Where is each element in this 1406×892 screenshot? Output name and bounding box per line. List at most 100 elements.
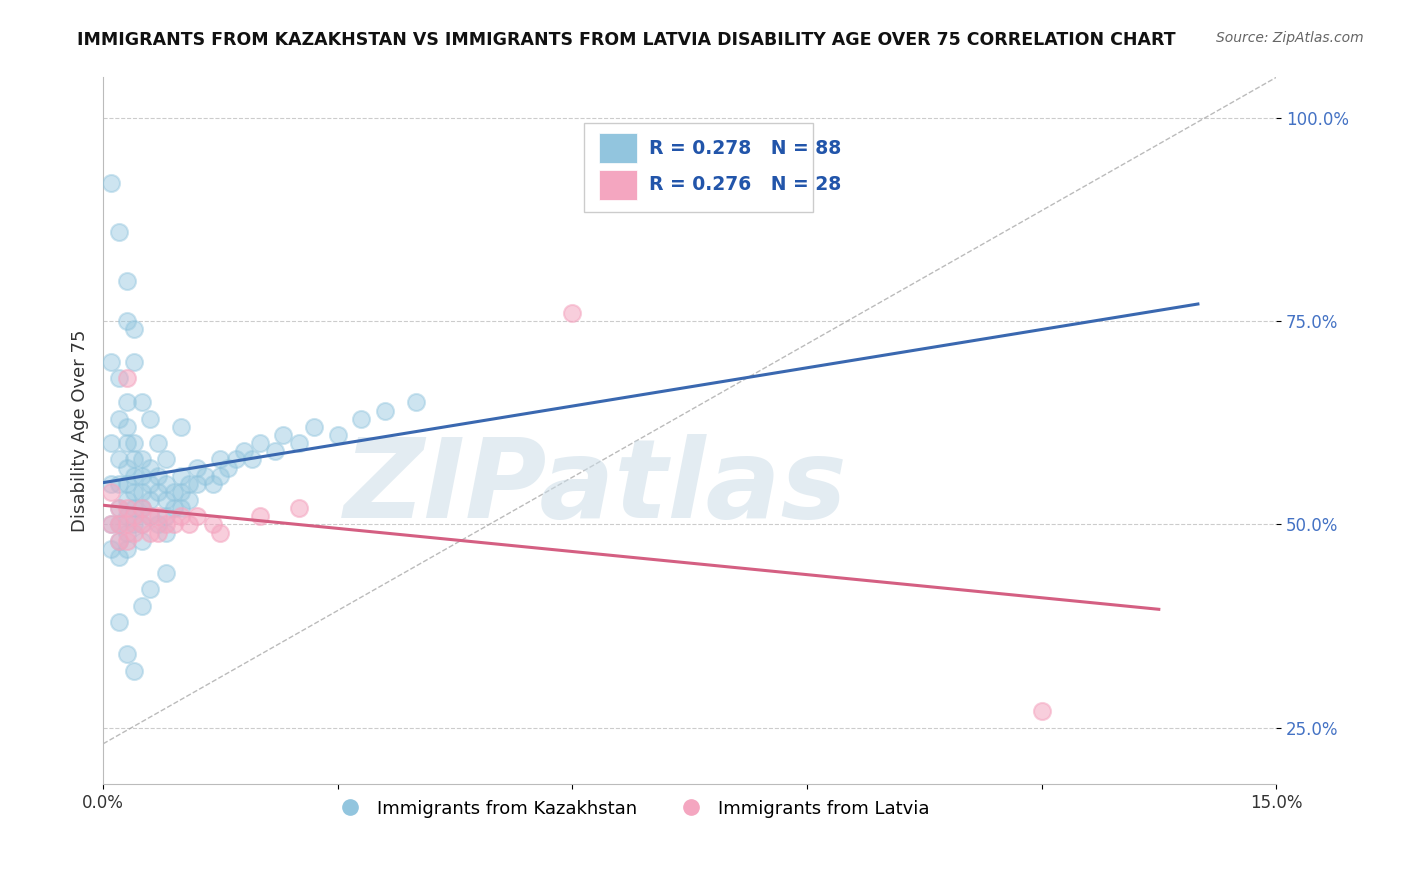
Point: [107, 517, 129, 532]
FancyBboxPatch shape: [583, 123, 813, 211]
Text: IMMIGRANTS FROM KAZAKHSTAN VS IMMIGRANTS FROM LATVIA DISABILITY AGE OVER 75 CORR: IMMIGRANTS FROM KAZAKHSTAN VS IMMIGRANTS…: [77, 31, 1175, 49]
Point: [225, 452, 247, 467]
Point: [287, 501, 309, 516]
Point: [186, 476, 208, 491]
Point: [107, 517, 129, 532]
Point: [131, 599, 153, 613]
Point: [124, 484, 146, 499]
Legend: Immigrants from Kazakhstan, Immigrants from Latvia: Immigrants from Kazakhstan, Immigrants f…: [325, 792, 938, 825]
Point: [107, 411, 129, 425]
Point: [124, 517, 146, 532]
Point: [249, 509, 271, 524]
Point: [287, 436, 309, 450]
Point: [155, 517, 177, 532]
Point: [131, 395, 153, 409]
Point: [179, 517, 201, 532]
Point: [124, 322, 146, 336]
Point: [115, 395, 138, 409]
Point: [100, 355, 122, 369]
Point: [155, 525, 177, 540]
Text: ZIPatlas: ZIPatlas: [344, 434, 848, 541]
Point: [179, 493, 201, 508]
Point: [131, 517, 153, 532]
Point: [107, 549, 129, 564]
Point: [201, 517, 224, 532]
Point: [131, 533, 153, 548]
Point: [100, 484, 122, 499]
Point: [146, 517, 169, 532]
Point: [139, 582, 162, 597]
Point: [115, 274, 138, 288]
Point: [162, 517, 184, 532]
Point: [100, 476, 122, 491]
Point: [124, 664, 146, 678]
Point: [209, 525, 232, 540]
Text: R = 0.276   N = 28: R = 0.276 N = 28: [648, 176, 841, 194]
Point: [240, 452, 263, 467]
Point: [232, 444, 254, 458]
Point: [209, 452, 232, 467]
Point: [155, 493, 177, 508]
Point: [115, 314, 138, 328]
Point: [115, 476, 138, 491]
Point: [155, 476, 177, 491]
Y-axis label: Disability Age Over 75: Disability Age Over 75: [72, 330, 89, 533]
FancyBboxPatch shape: [599, 133, 637, 163]
Point: [350, 411, 373, 425]
Point: [179, 476, 201, 491]
Point: [115, 501, 138, 516]
Point: [139, 509, 162, 524]
Point: [100, 517, 122, 532]
Point: [131, 517, 153, 532]
Point: [155, 452, 177, 467]
Point: [304, 420, 326, 434]
Point: [155, 566, 177, 581]
Point: [124, 509, 146, 524]
Point: [139, 493, 162, 508]
Text: Source: ZipAtlas.com: Source: ZipAtlas.com: [1216, 31, 1364, 45]
Point: [1031, 704, 1053, 718]
Point: [124, 355, 146, 369]
Point: [139, 476, 162, 491]
Point: [100, 541, 122, 556]
Point: [155, 509, 177, 524]
Point: [107, 225, 129, 239]
Point: [107, 452, 129, 467]
Point: [326, 428, 349, 442]
Point: [561, 306, 583, 320]
Point: [146, 509, 169, 524]
Point: [124, 452, 146, 467]
Point: [115, 460, 138, 475]
Point: [170, 468, 193, 483]
Point: [170, 501, 193, 516]
Point: [209, 468, 232, 483]
Point: [107, 501, 129, 516]
Point: [170, 509, 193, 524]
Point: [131, 468, 153, 483]
Point: [115, 541, 138, 556]
Point: [170, 420, 193, 434]
Point: [115, 648, 138, 662]
Point: [115, 371, 138, 385]
Point: [115, 420, 138, 434]
Point: [115, 436, 138, 450]
Point: [217, 460, 239, 475]
Point: [124, 468, 146, 483]
Point: [115, 533, 138, 548]
Point: [131, 484, 153, 499]
Point: [264, 444, 287, 458]
Point: [139, 411, 162, 425]
Point: [186, 509, 208, 524]
Point: [405, 395, 427, 409]
Point: [115, 493, 138, 508]
Point: [107, 501, 129, 516]
Point: [201, 476, 224, 491]
Point: [107, 615, 129, 629]
Point: [131, 452, 153, 467]
Point: [107, 476, 129, 491]
Point: [374, 403, 396, 417]
Point: [146, 484, 169, 499]
Point: [139, 509, 162, 524]
Point: [139, 525, 162, 540]
Point: [162, 501, 184, 516]
